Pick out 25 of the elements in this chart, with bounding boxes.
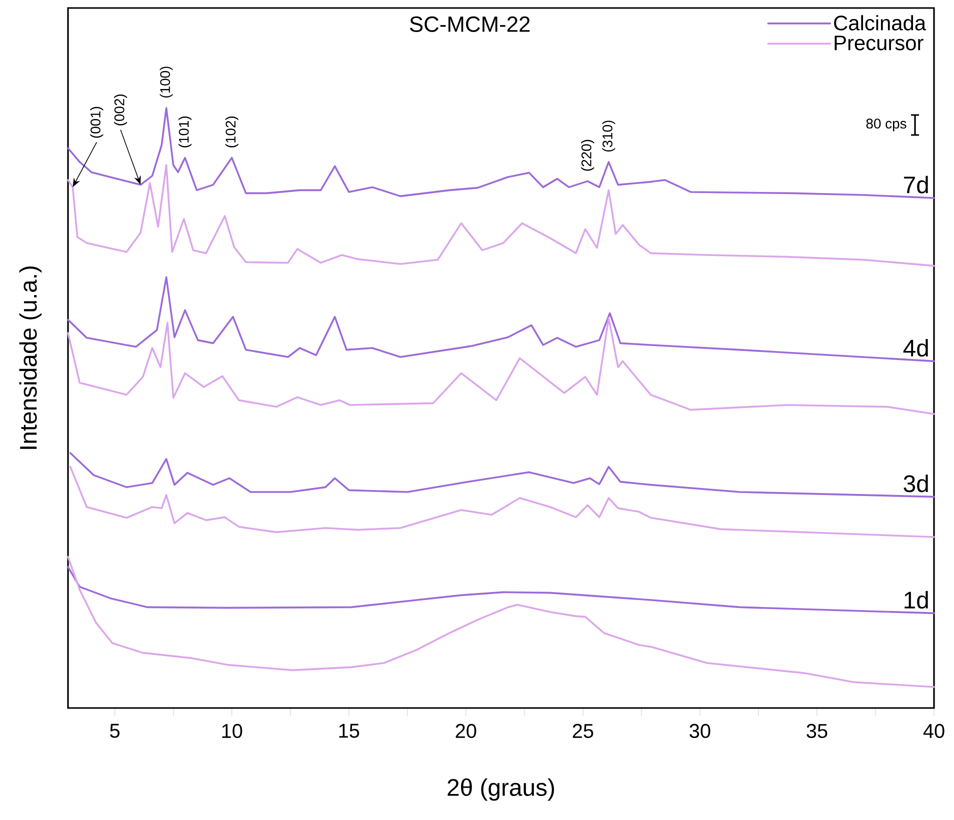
annotation: (100) <box>160 66 173 98</box>
annotation: (002) <box>114 94 128 126</box>
annotation: (310) <box>602 120 616 152</box>
annotation: 80 cps <box>866 118 906 132</box>
annotation: (101) <box>178 116 192 148</box>
annotation: 3d <box>904 474 928 492</box>
annotation: (001) <box>90 106 104 138</box>
legend-label: Calcinada <box>834 15 926 30</box>
x-tick-label: 40 <box>923 724 944 738</box>
x-tick-label: 30 <box>690 724 710 738</box>
annotation: (102) <box>225 116 238 148</box>
annotation: 7d <box>904 176 928 194</box>
x-tick-label: 15 <box>339 724 360 738</box>
annotation: 1d <box>904 591 928 609</box>
x-tick-label: 25 <box>572 724 594 738</box>
x-tick-label: 10 <box>222 724 242 738</box>
x-axis-title: 2θ (graus) <box>448 778 554 801</box>
x-tick-label: 5 <box>110 724 120 738</box>
annotation: 4d <box>903 339 928 357</box>
x-tick-label: 20 <box>456 724 476 738</box>
legend-label: Precursor <box>834 36 924 50</box>
x-tick-label: 35 <box>806 724 828 738</box>
chart-title: SC-MCM-22 <box>410 16 530 32</box>
y-axis-title: Intensidade (u.a.) <box>19 266 42 449</box>
annotation: (220) <box>581 140 594 171</box>
